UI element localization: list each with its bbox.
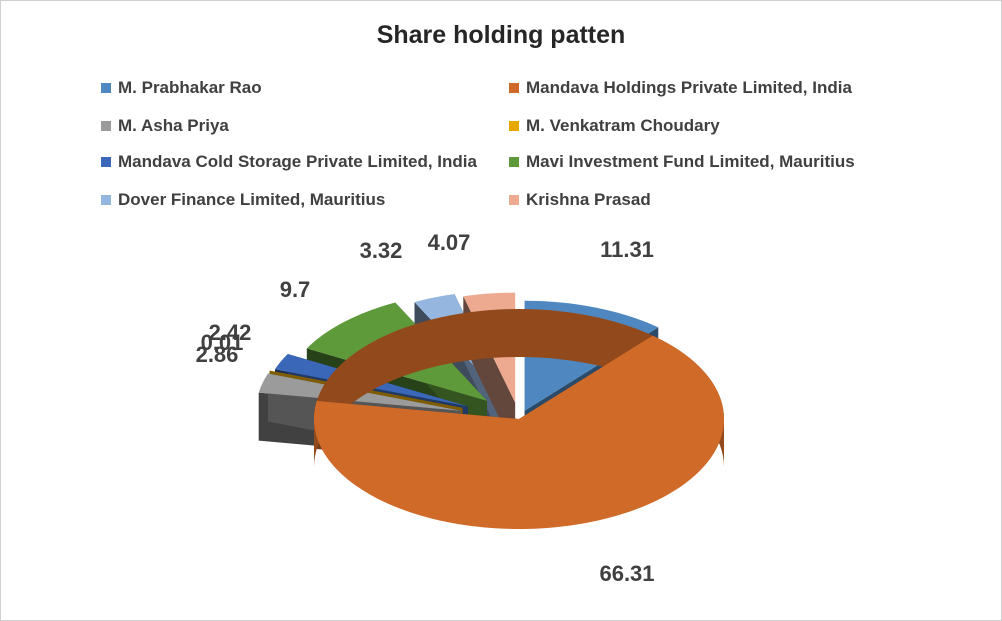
legend-swatch <box>509 83 519 93</box>
pie-slice-group <box>314 309 724 529</box>
data-label: 0.01 <box>201 330 244 355</box>
data-label: 66.31 <box>599 561 654 586</box>
legend-item-dover-finance: Dover Finance Limited, Mauritius <box>101 189 385 211</box>
legend-swatch <box>101 157 111 167</box>
data-label: 2.86 <box>196 342 239 367</box>
data-label: 2.42 <box>209 320 252 345</box>
legend-label: M. Prabhakar Rao <box>118 78 262 97</box>
legend-label: Mandava Holdings Private Limited, India <box>526 78 852 97</box>
legend-label: Mavi Investment Fund Limited, Mauritius <box>526 152 855 171</box>
legend-swatch <box>509 157 519 167</box>
legend-swatch <box>509 195 519 205</box>
legend-swatch <box>101 83 111 93</box>
legend-label: Dover Finance Limited, Mauritius <box>118 190 386 209</box>
legend-label: M. Venkatram Choudary <box>526 116 720 135</box>
data-label: 9.7 <box>280 277 311 302</box>
legend-label: M. Asha Priya <box>118 116 229 135</box>
pie-slice <box>314 335 724 529</box>
legend-swatch <box>101 195 111 205</box>
legend-item-krishna-prasad: Krishna Prasad <box>509 189 651 211</box>
pie-slice-rim <box>314 309 724 467</box>
legend-label: Krishna Prasad <box>526 190 651 209</box>
data-label: 4.07 <box>428 230 471 255</box>
legend-swatch <box>509 121 519 131</box>
legend-item-venkatram-choudary: M. Venkatram Choudary <box>509 115 720 137</box>
data-label: 11.31 <box>600 237 654 262</box>
legend-item-prabhakar-rao: M. Prabhakar Rao <box>101 77 262 99</box>
legend-item-mavi-investment: Mavi Investment Fund Limited, Mauritius <box>509 151 855 173</box>
legend-item-asha-priya: M. Asha Priya <box>101 115 229 137</box>
legend-item-mandava-cold-storage: Mandava Cold Storage Private Limited, In… <box>101 151 477 173</box>
legend-item-mandava-holdings: Mandava Holdings Private Limited, India <box>509 77 852 99</box>
legend-label: Mandava Cold Storage Private Limited, In… <box>118 152 477 171</box>
legend-swatch <box>101 121 111 131</box>
chart-title: Share holding patten <box>376 21 626 49</box>
data-label: 3.32 <box>360 238 403 263</box>
